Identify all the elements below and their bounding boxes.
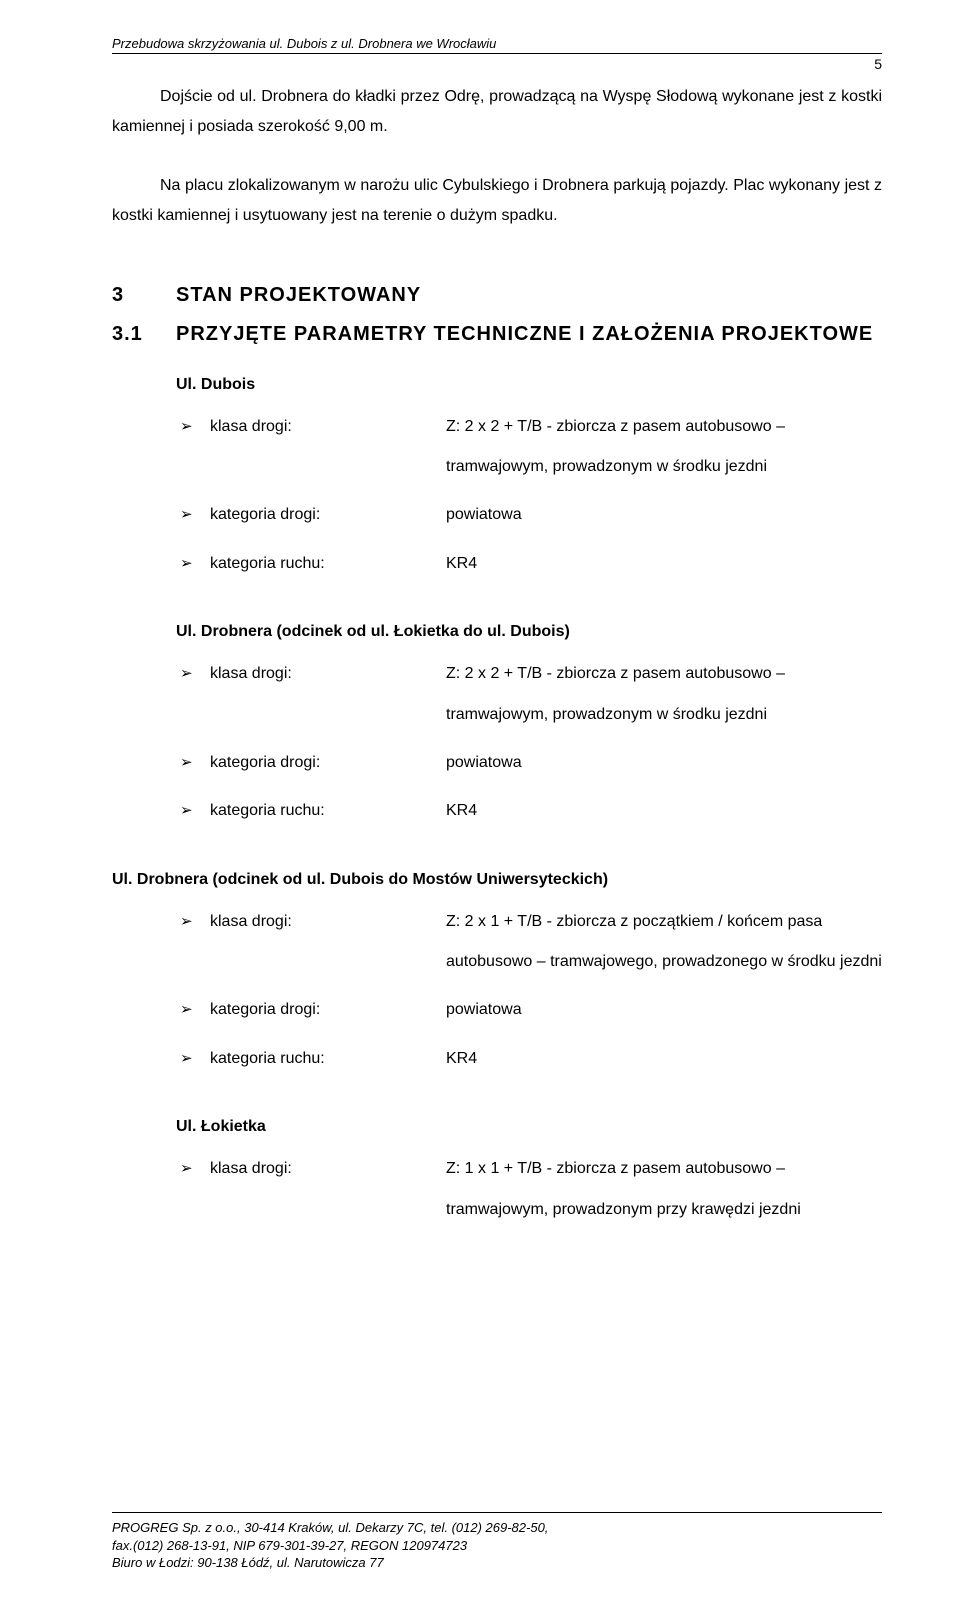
item-key: kategoria ruchu:	[210, 1044, 446, 1074]
item-value: Z: 1 x 1 + T/B - zbiorcza z pasem autobu…	[446, 1154, 882, 1184]
list-item: ➢ klasa drogi: Z: 1 x 1 + T/B - zbiorcza…	[180, 1154, 882, 1184]
running-header: Przebudowa skrzyżowania ul. Dubois z ul.…	[112, 36, 882, 51]
header-rule	[112, 53, 882, 54]
section-title: STAN PROJEKTOWANY	[176, 280, 421, 311]
subsection-title: PRZYJĘTE PARAMETRY TECHNICZNE I ZAŁOŻENI…	[176, 319, 873, 350]
item-value: powiatowa	[446, 748, 882, 778]
list-item: ➢ kategoria ruchu: KR4	[180, 796, 882, 826]
block-heading: Ul. Dubois	[176, 376, 882, 394]
item-value: KR4	[446, 549, 882, 579]
item-value-cont: tramwajowym, prowadzonym w środku jezdni	[446, 700, 882, 730]
bullet-icon: ➢	[180, 1045, 210, 1074]
footer-line: PROGREG Sp. z o.o., 30-414 Kraków, ul. D…	[112, 1519, 882, 1537]
item-value-cont: tramwajowym, prowadzonym przy krawędzi j…	[446, 1195, 882, 1225]
list-item: ➢ klasa drogi: Z: 2 x 2 + T/B - zbiorcza…	[180, 659, 882, 689]
item-value-cont: autobusowo – tramwajowego, prowadzonego …	[446, 947, 882, 977]
bullet-icon: ➢	[180, 996, 210, 1025]
item-key: kategoria drogi:	[210, 748, 446, 778]
bullet-icon: ➢	[180, 797, 210, 826]
item-key: kategoria ruchu:	[210, 796, 446, 826]
paragraph: Dojście od ul. Drobnera do kładki przez …	[112, 82, 882, 143]
item-value: powiatowa	[446, 995, 882, 1025]
item-key: klasa drogi:	[210, 1154, 446, 1184]
bullet-icon: ➢	[180, 413, 210, 442]
item-key: kategoria drogi:	[210, 500, 446, 530]
page-number: 5	[874, 56, 882, 72]
item-value-cont: tramwajowym, prowadzonym w środku jezdni	[446, 452, 882, 482]
block-heading: Ul. Drobnera (odcinek od ul. Łokietka do…	[176, 623, 882, 641]
bullet-icon: ➢	[180, 550, 210, 579]
bullet-icon: ➢	[180, 749, 210, 778]
item-key: kategoria ruchu:	[210, 549, 446, 579]
list-item: ➢ kategoria ruchu: KR4	[180, 1044, 882, 1074]
bullet-icon: ➢	[180, 1155, 210, 1184]
block-heading: Ul. Drobnera (odcinek od ul. Dubois do M…	[112, 871, 882, 889]
bullet-icon: ➢	[180, 501, 210, 530]
item-value: Z: 2 x 2 + T/B - zbiorcza z pasem autobu…	[446, 412, 882, 442]
section-heading: 3 STAN PROJEKTOWANY	[112, 280, 882, 311]
item-value: KR4	[446, 796, 882, 826]
list-item: ➢ klasa drogi: Z: 2 x 2 + T/B - zbiorcza…	[180, 412, 882, 442]
list-item: ➢ klasa drogi: Z: 2 x 1 + T/B - zbiorcza…	[180, 907, 882, 937]
document-page: Przebudowa skrzyżowania ul. Dubois z ul.…	[0, 0, 960, 1612]
bullet-icon: ➢	[180, 660, 210, 689]
block-heading: Ul. Łokietka	[176, 1118, 882, 1136]
subsection-number: 3.1	[112, 323, 176, 346]
footer-line: fax.(012) 268-13-91, NIP 679-301-39-27, …	[112, 1537, 882, 1555]
item-key: kategoria drogi:	[210, 995, 446, 1025]
list-item: ➢ kategoria drogi: powiatowa	[180, 995, 882, 1025]
item-key: klasa drogi:	[210, 907, 446, 937]
item-value: Z: 2 x 2 + T/B - zbiorcza z pasem autobu…	[446, 659, 882, 689]
item-value: Z: 2 x 1 + T/B - zbiorcza z początkiem /…	[446, 907, 882, 937]
list-item: ➢ kategoria ruchu: KR4	[180, 549, 882, 579]
subsection-heading: 3.1 PRZYJĘTE PARAMETRY TECHNICZNE I ZAŁO…	[112, 319, 882, 350]
item-key: klasa drogi:	[210, 412, 446, 442]
list-item: ➢ kategoria drogi: powiatowa	[180, 500, 882, 530]
bullet-icon: ➢	[180, 908, 210, 937]
item-value: KR4	[446, 1044, 882, 1074]
section-number: 3	[112, 284, 176, 307]
footer-line: Biuro w Łodzi: 90-138 Łódź, ul. Narutowi…	[112, 1554, 882, 1572]
page-footer: PROGREG Sp. z o.o., 30-414 Kraków, ul. D…	[112, 1512, 882, 1572]
footer-rule	[112, 1512, 882, 1513]
item-value: powiatowa	[446, 500, 882, 530]
paragraph: Na placu zlokalizowanym w narożu ulic Cy…	[112, 171, 882, 232]
item-key: klasa drogi:	[210, 659, 446, 689]
list-item: ➢ kategoria drogi: powiatowa	[180, 748, 882, 778]
